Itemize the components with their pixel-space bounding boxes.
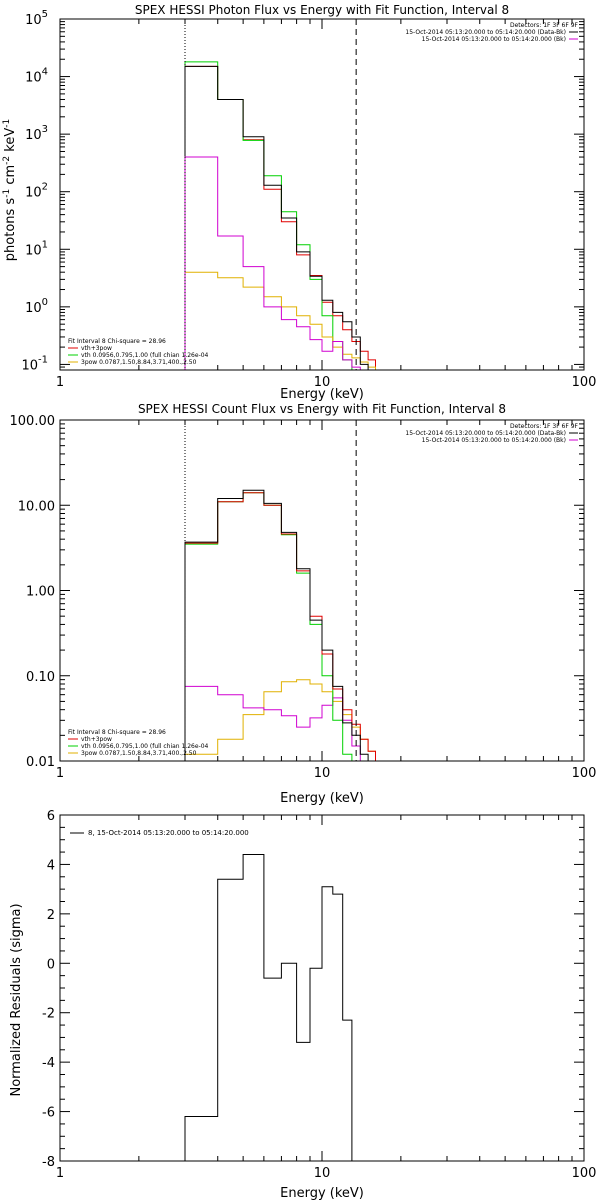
legend-header: Fit Interval 8 Chi-square = 28.96 — [68, 338, 166, 345]
legend-header: Detectors: 1F 3F 6F 9F — [510, 22, 579, 29]
legend-bottom-left: Fit Interval 8 Chi-square = 28.96vth+3po… — [68, 338, 209, 366]
ylabel-part: cm — [3, 165, 18, 189]
y-tick-label: -4 — [42, 1056, 55, 1071]
y-tick-label: 102 — [25, 182, 48, 201]
x-tick-label: 100 — [572, 766, 597, 781]
plot-frame — [59, 419, 585, 762]
y-tick-base: 10 — [25, 243, 42, 258]
photon-flux-panel: SPEX HESSI Photon Flux vs Energy with Fi… — [2, 3, 596, 402]
legend-entry-label: 3pow 0.0787,1.50,8.84,3.71,400.,2.50 — [81, 359, 197, 366]
x-tick-label: 100 — [572, 375, 597, 390]
ylabel-exp: -1 — [2, 189, 12, 198]
y-tick-base: 10 — [25, 71, 42, 86]
legend-top-left: 8, 15-Oct-2014 05:13:20.000 to 05:14:20.… — [70, 829, 249, 837]
y-tick-exp: 3 — [42, 124, 48, 135]
y-tick-label: 10.00 — [18, 499, 55, 514]
series-data-bk — [184, 489, 369, 761]
series-group — [184, 61, 376, 370]
x-tick-label: 1 — [56, 1166, 64, 1181]
y-tick-exp: 4 — [42, 67, 48, 78]
y-tick-label: 100 — [25, 297, 48, 316]
y-tick-label: 0.10 — [26, 670, 55, 685]
x-axis-label: Energy (keV) — [280, 791, 364, 806]
plot-frame — [59, 18, 585, 371]
y-axis-label: photons s-1 cm-2 keV-1 — [2, 119, 18, 261]
y-tick-label: 0 — [47, 957, 55, 972]
legend-header: Fit Interval 8 Chi-square = 28.96 — [68, 729, 166, 736]
series-bk — [184, 685, 361, 761]
y-tick-exp: 2 — [42, 182, 48, 193]
x-tick-label: 10 — [314, 1166, 331, 1181]
y-tick-label: 104 — [25, 67, 48, 86]
y-tick-label: 4 — [47, 858, 55, 873]
legend-entry-label: vth+3pow — [81, 345, 112, 352]
x-axis-label: Energy (keV) — [280, 1186, 364, 1200]
y-tick-label: 103 — [25, 124, 48, 143]
y-tick-exp: 5 — [42, 9, 48, 20]
plot-area — [184, 489, 383, 761]
series-residuals — [184, 854, 353, 1161]
tick-labels: 1 10 100 -8 -6 -4 -2 0 2 4 6 — [42, 809, 596, 1181]
range-markers — [184, 420, 357, 761]
legend-entry-label: vth 0.0956,0.795,1.00 (full chian 1.26e-… — [81, 743, 209, 750]
y-tick-label: 105 — [25, 9, 48, 28]
residuals-panel: 1 10 100 -8 -6 -4 -2 0 2 4 6 8, 15-Oct-2014 05:13:… — [9, 809, 596, 1200]
x-tick-label: 10 — [314, 375, 331, 390]
x-tick-label: 10 — [314, 766, 331, 781]
panel-title: SPEX HESSI Photon Flux vs Energy with Fi… — [135, 3, 509, 17]
legend-entry-label: 15-Oct-2014 05:13:20.000 to 05:14:20.000… — [405, 29, 566, 36]
legend-entry-label: 15-Oct-2014 05:13:20.000 to 05:14:20.000… — [422, 437, 566, 444]
y-tick-base: 10 — [25, 13, 42, 28]
x-axis-label: Energy (keV) — [280, 387, 364, 402]
legend-entry-label: 15-Oct-2014 05:13:20.000 to 05:14:20.000… — [405, 430, 566, 437]
y-tick-exp: 0 — [42, 297, 48, 308]
legend-entry-label: vth+3pow — [81, 736, 112, 743]
plot-frame — [59, 814, 585, 1162]
ylabel-part: photons s — [3, 198, 18, 262]
legend-entry-label: 15-Oct-2014 05:13:20.000 to 05:14:20.000… — [422, 36, 566, 43]
x-tick-label: 1 — [56, 766, 64, 781]
y-axis-label: Normalized Residuals (sigma) — [9, 903, 24, 1096]
x-tick-label: 100 — [572, 1166, 597, 1181]
y-tick-label: 1.00 — [26, 585, 55, 600]
y-tick-base: 10 — [25, 128, 42, 143]
y-tick-label: 2 — [47, 908, 55, 923]
series-data-bk — [184, 65, 369, 370]
y-tick-label: 101 — [25, 239, 48, 258]
y-tick-base: 10 — [21, 358, 38, 373]
series-bk — [184, 156, 361, 370]
legend-bottom-left: Fit Interval 8 Chi-square = 28.96vth+3po… — [68, 729, 209, 757]
series-group — [184, 489, 383, 761]
ylabel-part: keV — [3, 128, 18, 156]
range-markers — [184, 19, 357, 370]
y-tick-label: 100.00 — [10, 414, 56, 429]
legend-header: Detectors: 1F 3F 6F 9F — [510, 423, 579, 430]
y-tick-label: 10-1 — [21, 354, 48, 373]
y-tick-label: -6 — [42, 1106, 55, 1121]
y-tick-base: 10 — [25, 301, 42, 316]
plot-area — [184, 61, 376, 370]
y-tick-label: 6 — [47, 809, 55, 824]
panel-title: SPEX HESSI Count Flux vs Energy with Fit… — [138, 402, 506, 416]
x-tick-label: 1 — [56, 375, 64, 390]
ylabel-exp: -1 — [2, 119, 12, 128]
y-tick-label: -8 — [42, 1155, 55, 1170]
plot-area — [184, 854, 353, 1161]
legend-entry-label: 8, 15-Oct-2014 05:13:20.000 to 05:14:20.… — [88, 829, 249, 837]
y-tick-label: -2 — [42, 1007, 55, 1022]
y-tick-base: 10 — [25, 186, 42, 201]
series-group — [184, 854, 353, 1161]
y-tick-exp: 1 — [42, 239, 48, 250]
ylabel-exp: -2 — [2, 156, 12, 165]
legend-entry-label: 3pow 0.0787,1.50,8.84,3.71,400.,2.50 — [81, 750, 197, 757]
legend-entry-label: vth 0.0956,0.795,1.00 (full chian 1.26e-… — [81, 352, 209, 359]
y-tick-label: 0.01 — [26, 755, 55, 770]
count-flux-panel: SPEX HESSI Count Flux vs Energy with Fit… — [10, 402, 597, 806]
y-tick-exp: -1 — [38, 354, 48, 365]
